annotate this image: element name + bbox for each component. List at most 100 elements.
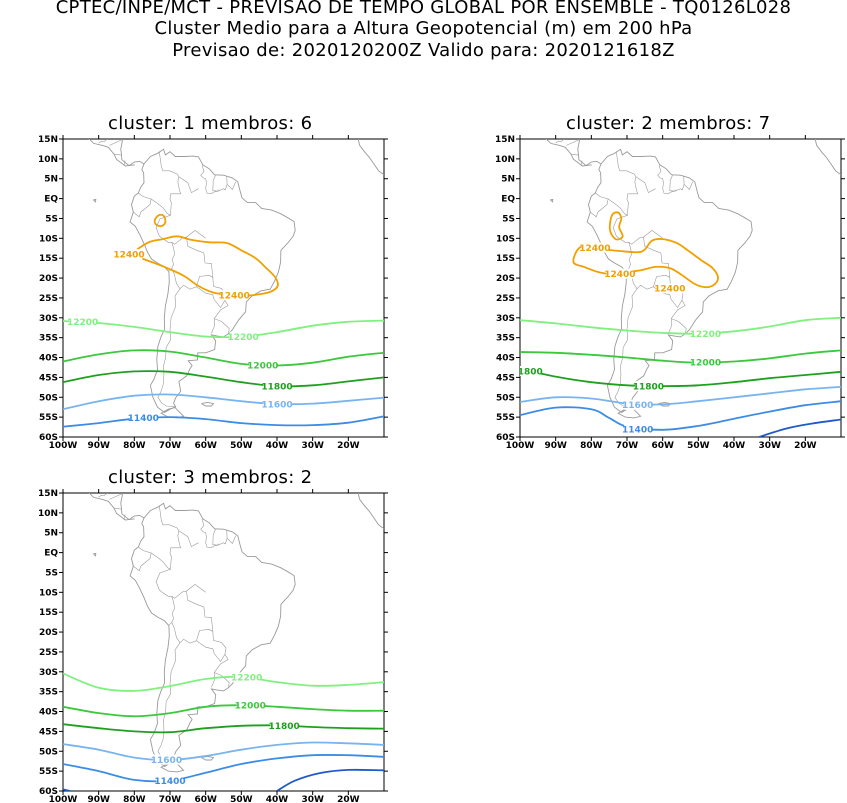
contour-label-bg (129, 412, 157, 423)
lat-tick-label: 60S (496, 433, 515, 443)
contour-label-12400: 12400 (113, 251, 144, 261)
contour-label-bg (634, 381, 662, 392)
contour-label-bg (229, 331, 257, 342)
contour-label-bg (691, 328, 719, 339)
coastline-galapagos (549, 198, 554, 203)
country-border (98, 139, 108, 144)
lon-tick-label: 50W (230, 441, 253, 451)
lat-tick-label: 60S (39, 787, 58, 797)
contour-label-11400: 11400 (154, 777, 185, 787)
country-border (211, 300, 229, 334)
lon-tick-label: 40W (723, 441, 746, 451)
country-border (570, 153, 579, 156)
lat-tick-label: 20S (39, 274, 58, 284)
coastline-central-america-pacific (88, 139, 135, 167)
lat-tick-label: 40S (39, 354, 58, 364)
contour-label-bg (115, 249, 143, 260)
lat-tick-label: 15S (39, 254, 58, 264)
contour-label-12400: 12400 (654, 285, 685, 295)
country-border (226, 181, 236, 191)
header-line-1: CPTEC/INPE/MCT - PREVISAO DE TEMPO GLOBA… (55, 0, 792, 18)
contour-label-bg (249, 360, 277, 371)
lat-tick-label: 5S (502, 214, 515, 224)
lon-tick-label: 30W (301, 441, 324, 451)
lat-tick-label: 5N (44, 175, 58, 185)
contour-label-11800: 11800 (268, 722, 299, 732)
country-border (109, 493, 124, 500)
contour-label-bg (263, 399, 291, 410)
lon-tick-label: 100W (49, 441, 78, 451)
coastline-west-africa (357, 493, 384, 530)
country-border (657, 165, 677, 195)
lon-tick-label: 60W (651, 441, 674, 451)
country-border (150, 198, 175, 272)
contour-11600 (520, 386, 841, 406)
contour-12200 (63, 319, 384, 339)
country-border (196, 631, 227, 663)
contour-label-12400: 12400 (604, 270, 635, 280)
lon-tick-label: 90W (87, 795, 110, 803)
lon-tick-label: 80W (580, 441, 603, 451)
lon-tick-label: 50W (230, 795, 253, 803)
lat-tick-label: 45S (39, 727, 58, 737)
lat-tick-label: 5N (44, 529, 58, 539)
country-border (157, 642, 181, 762)
coastline-south-america (129, 502, 296, 767)
contour-11400 (63, 415, 384, 428)
country-border (226, 535, 236, 545)
lat-tick-label: 15N (38, 489, 58, 499)
contour-label-12200: 12200 (227, 333, 258, 343)
contour-11400 (520, 400, 841, 431)
country-border (671, 318, 687, 334)
country-border (178, 176, 199, 194)
contour-label-11600: 11600 (151, 756, 182, 766)
contour-12200 (63, 672, 384, 692)
contour-label-11400: 11400 (128, 414, 159, 424)
panel-2-title: cluster: 2 membros: 7 (566, 113, 771, 134)
country-border (668, 300, 686, 334)
country-border (200, 165, 220, 195)
lat-tick-label: 15N (38, 135, 58, 145)
lat-tick-label: 25S (39, 648, 58, 658)
contour-label-bg (691, 357, 719, 368)
contour-label-bg (624, 424, 652, 435)
contour-label-bg (606, 268, 634, 279)
contour-label-bg (156, 775, 184, 786)
country-border (566, 139, 581, 146)
lat-tick-label: 10N (38, 155, 58, 165)
lat-tick-label: 15S (39, 608, 58, 618)
lat-tick-label: 10S (39, 588, 58, 598)
lon-tick-label: 20W (337, 795, 360, 803)
lat-tick-label: 30S (39, 314, 58, 324)
contour-12400 (153, 213, 167, 228)
lat-tick-label: 5N (501, 175, 515, 185)
contour-11600 (63, 393, 384, 411)
lat-tick-label: 60S (39, 433, 58, 443)
contour-label-bg (233, 672, 261, 683)
coastline-central-america (577, 139, 602, 167)
country-border (186, 584, 206, 593)
coastline-jamaica (140, 480, 148, 482)
header-line-3: Previsao de: 2020120200Z Valido para: 20… (172, 40, 675, 61)
lat-tick-label: 25S (496, 294, 515, 304)
country-border (186, 230, 206, 239)
lat-tick-label: 10S (496, 234, 515, 244)
lon-tick-label: 70W (616, 441, 639, 451)
lat-tick-label: 20S (496, 274, 515, 284)
country-border (90, 493, 92, 494)
country-border (113, 153, 122, 156)
map-layers: 12200 12200 12000 11800 11600 11400 12400 12400 (63, 139, 384, 428)
lat-tick-label: EQ (44, 195, 58, 205)
lat-tick-label: 15N (495, 135, 515, 145)
country-border (211, 654, 229, 688)
lat-tick-label: 35S (39, 688, 58, 698)
coastline-south-america (129, 148, 296, 413)
contour-label-12200: 12200 (690, 330, 721, 340)
lon-tick-label: 50W (687, 441, 710, 451)
contour-11800 (63, 370, 384, 388)
coastline-central-america (120, 493, 145, 521)
contour-label-bg (236, 700, 264, 711)
contour-label-bg (69, 316, 97, 327)
contour-12000 (63, 704, 384, 718)
